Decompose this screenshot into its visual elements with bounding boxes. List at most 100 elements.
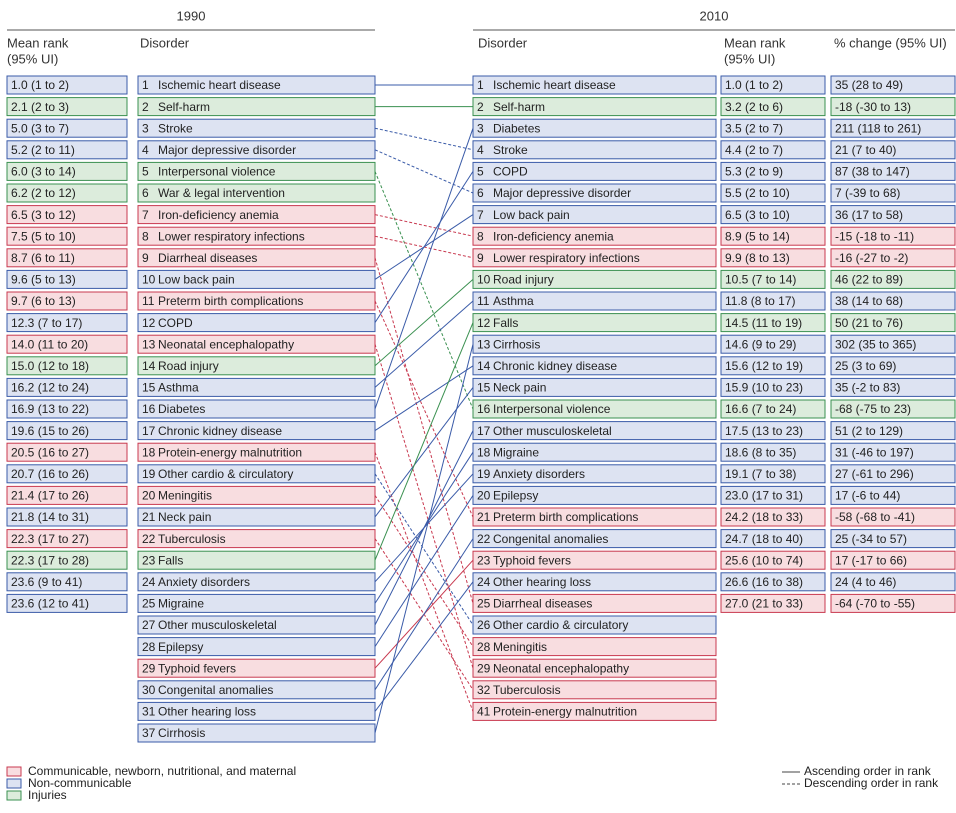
- row-box: [830, 377, 956, 397]
- percent-change: 31 (-46 to 197): [835, 445, 914, 459]
- row-box: [720, 593, 826, 613]
- disorder-name: COPD: [493, 165, 528, 179]
- row-box: [6, 334, 128, 354]
- disorder-name: War & legal intervention: [158, 186, 285, 200]
- disorder-name: Typhoid fevers: [493, 553, 571, 567]
- row-box: [137, 507, 376, 527]
- row-box: [830, 593, 956, 613]
- disorder-name: Major depressive disorder: [493, 186, 631, 200]
- rank-connector: [374, 344, 474, 669]
- row-box: [137, 226, 376, 246]
- rank: 12: [142, 316, 156, 330]
- percent-change: 211 (118 to 261): [835, 121, 921, 135]
- row-box: [472, 658, 717, 678]
- rank: 2: [142, 100, 149, 114]
- mean-rank: 15.6 (12 to 19): [725, 359, 803, 373]
- row-box: [720, 291, 826, 311]
- disorder-name: Meningitis: [493, 640, 547, 654]
- percent-change: 36 (17 to 58): [835, 208, 903, 222]
- row-box: [720, 248, 826, 268]
- disorder-name: Cirrhosis: [493, 337, 540, 351]
- row-box: [137, 593, 376, 613]
- disorder-name: Epilepsy: [158, 640, 203, 654]
- percent-change: 46 (22 to 89): [835, 273, 903, 287]
- row-box: [472, 226, 717, 246]
- rank: 11: [477, 294, 490, 308]
- row-box: [6, 485, 128, 505]
- rank: 2: [477, 100, 484, 114]
- column-heading: Disorder: [478, 35, 528, 50]
- row-box: [830, 226, 956, 246]
- rank-connector: [374, 257, 474, 604]
- rank: 21: [142, 510, 156, 524]
- rank: 14: [142, 359, 156, 373]
- rank: 8: [477, 229, 484, 243]
- row-box: [830, 572, 956, 592]
- rank: 22: [477, 532, 491, 546]
- rank: 22: [142, 532, 156, 546]
- mean-rank: 16.6 (7 to 24): [725, 402, 796, 416]
- rank-connector: [374, 344, 474, 734]
- disorder-name: Other musculoskeletal: [493, 424, 612, 438]
- row-box: [137, 485, 376, 505]
- disorder-name: Preterm birth complications: [493, 510, 638, 524]
- disorder-name: Neonatal encephalopathy: [158, 337, 294, 351]
- rank: 18: [477, 445, 491, 459]
- row-box: [720, 572, 826, 592]
- row-box: [472, 313, 717, 333]
- row-box: [137, 421, 376, 441]
- mean-rank: 2.1 (2 to 3): [11, 100, 69, 114]
- row-box: [6, 421, 128, 441]
- disorder-name: Chronic kidney disease: [158, 424, 282, 438]
- row-box: [137, 572, 376, 592]
- rank-connector: [374, 300, 474, 388]
- row-box: [137, 356, 376, 376]
- mean-rank: 9.9 (8 to 13): [725, 251, 790, 265]
- row-box: [472, 529, 717, 549]
- column-heading: Mean rank: [7, 35, 69, 50]
- rank: 1: [477, 78, 484, 92]
- rank: 16: [142, 402, 156, 416]
- row-box: [720, 183, 826, 203]
- row-box: [472, 615, 717, 635]
- rank: 32: [477, 683, 491, 697]
- row-box: [6, 118, 128, 138]
- row-box: [472, 572, 717, 592]
- row-box: [137, 161, 376, 181]
- rank: 20: [477, 489, 491, 503]
- rank: 37: [142, 726, 156, 740]
- row-box: [720, 97, 826, 117]
- disorder-name: Low back pain: [493, 208, 570, 222]
- column-heading: Disorder: [140, 35, 190, 50]
- mean-rank: 17.5 (13 to 23): [725, 424, 803, 438]
- row-box: [830, 421, 956, 441]
- disorder-name: Meningitis: [158, 489, 212, 503]
- disorder-name: Iron-deficiency anemia: [158, 208, 279, 222]
- percent-change: 35 (28 to 49): [835, 78, 903, 92]
- rank: 23: [477, 553, 491, 567]
- row-box: [472, 485, 717, 505]
- mean-rank: 5.2 (2 to 11): [11, 143, 75, 157]
- disorder-name: Tuberculosis: [493, 683, 561, 697]
- rank: 7: [477, 208, 484, 222]
- legend-swatch: [6, 790, 22, 801]
- percent-change: 38 (14 to 68): [835, 294, 903, 308]
- legend-swatch: [6, 778, 22, 789]
- row-box: [6, 75, 128, 95]
- mean-rank: 14.5 (11 to 19): [725, 316, 802, 330]
- disorder-name: Neonatal encephalopathy: [493, 661, 629, 675]
- row-box: [137, 680, 376, 700]
- mean-rank: 11.8 (8 to 17): [725, 294, 796, 308]
- row-box: [830, 269, 956, 289]
- rank: 12: [477, 316, 491, 330]
- legend-label: Non-communicable: [28, 776, 132, 790]
- disorder-name: Stroke: [158, 121, 193, 135]
- percent-change: 24 (4 to 46): [835, 575, 896, 589]
- row-box: [472, 205, 717, 225]
- row-box: [6, 507, 128, 527]
- rank: 29: [142, 661, 156, 675]
- disorder-name: COPD: [158, 316, 193, 330]
- mean-rank: 15.0 (12 to 18): [11, 359, 89, 373]
- rank-connector: [374, 495, 474, 647]
